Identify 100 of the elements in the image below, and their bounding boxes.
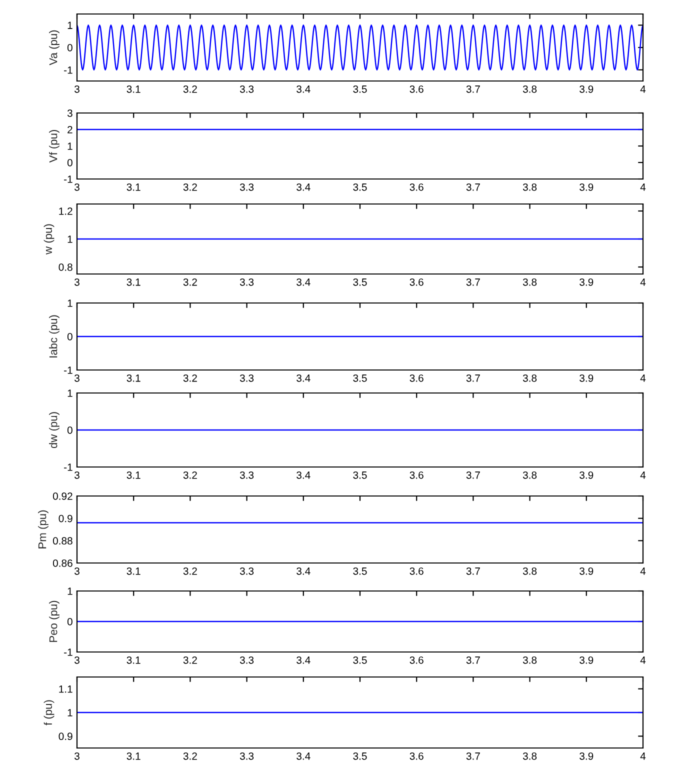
y-tick-label: 0 <box>67 44 72 52</box>
x-tick-label: 3.4 <box>296 656 310 664</box>
x-tick-label: 3.3 <box>240 471 254 479</box>
x-tick-label: 3.3 <box>240 567 254 575</box>
x-tick-label: 4 <box>640 184 646 191</box>
x-tick-label: 3.5 <box>353 278 367 286</box>
x-tick-label: 3.6 <box>410 374 424 382</box>
x-tick-label: 3.4 <box>296 374 310 382</box>
x-tick-label: 3.2 <box>183 278 197 286</box>
y-tick-label: -1 <box>64 648 72 656</box>
x-tick-label: 3.3 <box>240 85 254 93</box>
x-tick-label: 3.4 <box>296 278 310 286</box>
y-tick-label: -1 <box>64 366 72 374</box>
x-tick-label: 3.3 <box>240 183 254 191</box>
x-tick-label: 4 <box>640 472 646 479</box>
x-tick-label: 3.2 <box>183 752 197 760</box>
y-axis-title: Peo (pu) <box>49 600 60 642</box>
x-tick-label: 3.8 <box>522 374 537 382</box>
x-tick-label: 3 <box>74 183 80 191</box>
x-tick-label: 3.7 <box>466 656 480 664</box>
x-tick-label: 3.5 <box>353 183 367 191</box>
x-tick-label: 3.3 <box>240 374 254 382</box>
x-tick-label: 3.8 <box>522 471 537 479</box>
y-tick-label: 0.9 <box>58 732 72 740</box>
y-axis-title: Va (pu) <box>49 30 60 66</box>
x-tick-label: 3.1 <box>126 656 140 664</box>
x-tick-label: 3.3 <box>240 278 254 286</box>
x-tick-label: 4 <box>640 568 646 575</box>
y-tick-label: -1 <box>64 464 72 471</box>
x-tick-label: 3.8 <box>522 85 537 93</box>
x-tick-label: 4 <box>640 374 646 382</box>
x-tick-label: 3.9 <box>580 183 594 191</box>
y-tick-label: 1 <box>68 236 72 243</box>
x-tick-label: 4 <box>640 278 646 286</box>
x-tick-label: 3.8 <box>522 656 537 664</box>
x-tick-label: 3.7 <box>466 85 480 93</box>
y-tick-label: 1 <box>68 390 72 397</box>
x-tick-label: 3 <box>74 471 80 479</box>
x-tick-label: 3.8 <box>522 278 537 286</box>
y-tick-label: 0 <box>67 618 72 626</box>
y-tick-label: 0.8 <box>58 264 72 271</box>
y-tick-label: 1 <box>68 709 72 716</box>
y-axis-title: Pm (pu) <box>38 510 48 548</box>
x-tick-label: 3.5 <box>353 85 367 93</box>
y-tick-label: 0.9 <box>58 514 72 522</box>
x-tick-label: 3.9 <box>580 656 594 664</box>
y-tick-label: 3 <box>67 110 72 117</box>
y-tick-label: 1.2 <box>59 208 72 215</box>
x-tick-label: 3.2 <box>183 374 197 382</box>
y-tick-label: -1 <box>64 66 72 74</box>
x-tick-label: 3.7 <box>466 278 480 286</box>
x-tick-label: 3.9 <box>580 752 594 760</box>
x-tick-label: 4 <box>640 752 646 760</box>
x-tick-label: 3.8 <box>522 567 537 575</box>
x-tick-label: 3.6 <box>410 183 424 191</box>
x-tick-label: 3.5 <box>353 567 367 575</box>
x-tick-label: 3 <box>74 374 80 382</box>
y-tick-label: 1 <box>68 22 72 29</box>
x-tick-label: 3.4 <box>296 183 310 191</box>
x-tick-label: 3.6 <box>410 278 424 286</box>
y-tick-label: 0 <box>67 159 72 166</box>
y-axis-title: dw (pu) <box>49 412 60 448</box>
x-tick-label: 3 <box>74 567 80 575</box>
x-tick-label: 3.3 <box>240 656 254 664</box>
x-tick-label: 3.6 <box>410 752 424 760</box>
x-tick-label: 3.7 <box>466 752 480 760</box>
x-tick-label: 3.4 <box>296 752 310 760</box>
x-tick-label: 3.3 <box>240 752 254 760</box>
y-tick-label: 0.92 <box>52 492 72 500</box>
x-tick-label: 3 <box>74 656 80 664</box>
x-tick-label: 3.2 <box>183 183 197 191</box>
x-tick-label: 3.2 <box>183 567 197 575</box>
x-tick-label: 3.5 <box>353 656 367 664</box>
x-tick-label: 3.1 <box>126 567 140 575</box>
x-tick-label: 3.6 <box>410 85 424 93</box>
x-tick-label: 3.5 <box>353 752 367 760</box>
x-tick-label: 4 <box>640 86 646 93</box>
y-tick-label: 1 <box>68 300 72 307</box>
x-tick-label: 3.6 <box>410 567 424 575</box>
y-tick-label: 2 <box>68 126 72 134</box>
x-tick-label: 3.7 <box>466 183 480 191</box>
x-tick-label: 3.9 <box>580 278 594 286</box>
x-tick-label: 3.7 <box>466 567 480 575</box>
y-axis-title: Iabc (pu) <box>49 315 60 358</box>
x-tick-label: 3.1 <box>126 85 140 93</box>
x-tick-label: 3.9 <box>580 374 594 382</box>
x-tick-label: 4 <box>640 656 646 664</box>
x-tick-label: 3.9 <box>580 85 594 93</box>
x-tick-label: 3.4 <box>296 567 310 575</box>
x-tick-label: 3.1 <box>126 471 140 479</box>
x-tick-label: 3.4 <box>296 471 310 479</box>
x-tick-label: 3.9 <box>580 567 594 575</box>
x-tick-label: 3.1 <box>126 278 140 286</box>
y-tick-label: 0.88 <box>52 537 72 545</box>
x-tick-label: 3.2 <box>183 656 197 664</box>
x-tick-label: 3.6 <box>410 471 424 479</box>
y-tick-label: 0.86 <box>52 560 72 567</box>
x-tick-label: 3.2 <box>183 471 197 479</box>
y-axis-title: f (pu) <box>44 700 54 726</box>
y-tick-label: 0 <box>67 426 72 434</box>
